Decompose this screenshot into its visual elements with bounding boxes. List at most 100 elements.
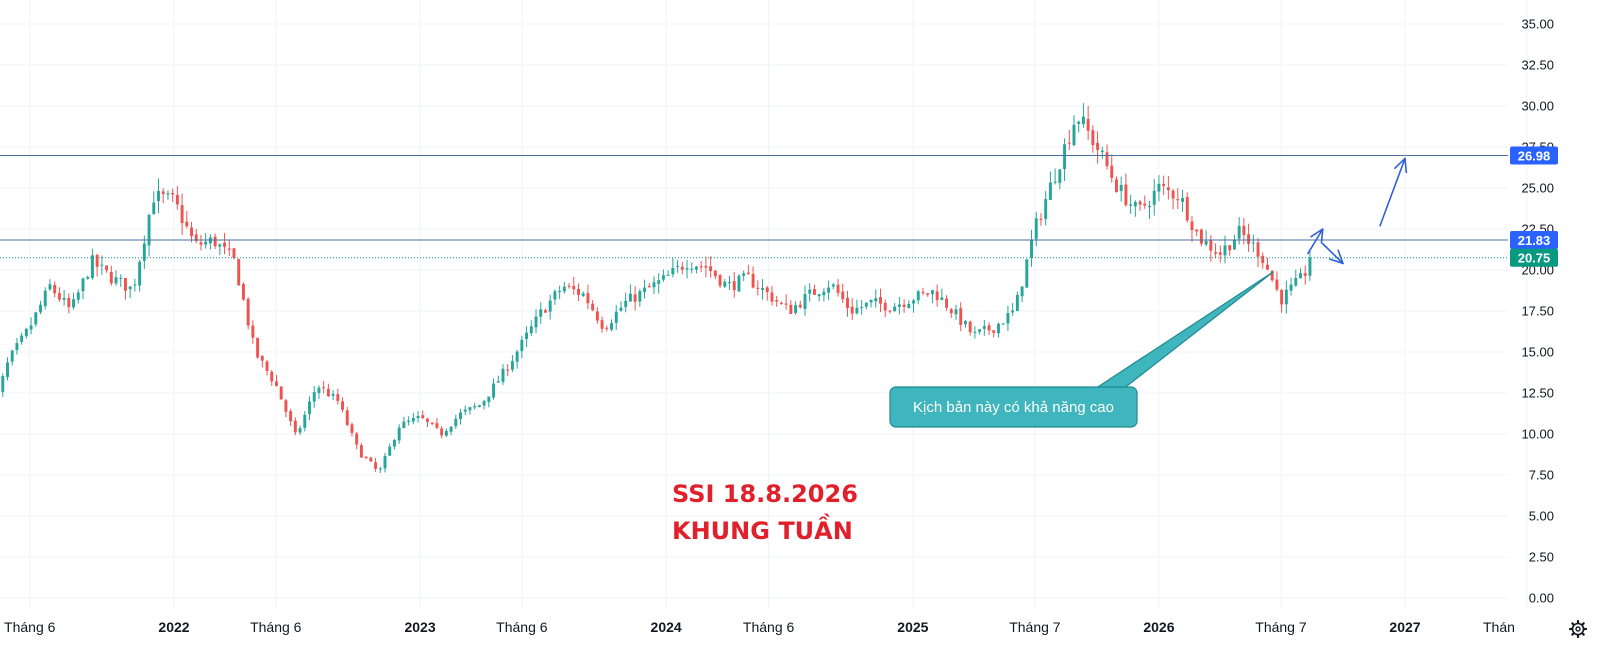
- candle-body: [534, 316, 538, 328]
- y-tick-label: 25.00: [1521, 181, 1554, 196]
- title-line-1: SSI 18.8.2026: [672, 480, 858, 508]
- candle-body: [817, 294, 821, 297]
- y-tick-label: 2.50: [1529, 550, 1554, 565]
- candle-body: [293, 420, 297, 433]
- candle-body: [1162, 183, 1166, 186]
- candle-body: [1266, 264, 1269, 270]
- candle-body: [171, 193, 175, 195]
- candle-body: [350, 424, 354, 433]
- candle-body: [690, 268, 694, 270]
- candle-body: [699, 266, 703, 268]
- candle-body: [81, 278, 85, 292]
- candle-body: [67, 297, 71, 307]
- x-tick-label: Tháng 7: [1255, 619, 1307, 635]
- chart-title: SSI 18.8.2026 KHUNG TUẦN: [672, 480, 858, 545]
- candle-body: [864, 302, 868, 307]
- candle-body: [477, 405, 481, 407]
- candle-body: [430, 422, 434, 424]
- candle-body: [1280, 289, 1284, 305]
- candle-body: [426, 418, 429, 422]
- candle-body: [114, 277, 118, 284]
- candle-body: [1214, 252, 1218, 254]
- candle-body: [751, 273, 755, 288]
- candle-body: [109, 271, 113, 284]
- x-tick-label: Tháng 6: [4, 619, 56, 635]
- candle-body: [421, 415, 425, 419]
- time-axis[interactable]: Tháng 6 2022 Tháng 6 2023 Tháng 6 2024 Tháng 6…: [4, 619, 1515, 635]
- candle-body: [157, 191, 160, 202]
- candle-body: [308, 401, 311, 414]
- candle-body: [997, 323, 1000, 334]
- candle-body: [1110, 165, 1114, 178]
- candle-body: [1138, 201, 1142, 205]
- candle-body: [1044, 199, 1048, 219]
- candle-body: [119, 277, 123, 279]
- y-tick-label: 17.50: [1521, 304, 1554, 319]
- candle-body: [973, 331, 977, 333]
- candle-body: [506, 369, 510, 371]
- candle-body: [652, 282, 656, 288]
- candle-body: [539, 309, 543, 317]
- candle-body: [1218, 252, 1222, 255]
- settings-icon[interactable]: [1568, 619, 1588, 639]
- candle-body: [142, 243, 146, 261]
- price-axis[interactable]: 35.0032.5030.0027.5025.0022.5020.0017.50…: [1521, 17, 1554, 606]
- candle-body: [1166, 187, 1170, 191]
- candle-body: [289, 411, 293, 422]
- candle-body: [204, 241, 208, 245]
- arrow-shaft: [1379, 157, 1406, 227]
- candle-body: [388, 446, 392, 456]
- candle-body: [449, 426, 453, 432]
- candle-body: [190, 227, 193, 237]
- candle-body: [383, 455, 387, 469]
- candle-body: [72, 299, 76, 308]
- candle-body: [945, 298, 949, 308]
- candle-body: [133, 284, 137, 286]
- candle-body: [666, 274, 670, 276]
- candle-body: [912, 300, 916, 304]
- candle-body: [322, 387, 326, 389]
- candle-body: [907, 304, 911, 309]
- candle-body: [543, 310, 547, 313]
- level-lines: [0, 155, 1508, 259]
- candle-body: [610, 323, 613, 330]
- candle-body: [20, 335, 24, 342]
- candle-body: [218, 244, 222, 247]
- candle-body: [614, 311, 618, 323]
- candle-body: [775, 300, 779, 302]
- candle-body: [605, 327, 609, 329]
- candle-body: [704, 265, 708, 268]
- candle-body: [435, 423, 439, 428]
- candle-body: [374, 462, 378, 469]
- candle-body: [982, 326, 986, 329]
- candle-body: [1124, 184, 1128, 206]
- candle-body: [246, 299, 250, 326]
- candle-body: [1223, 245, 1227, 256]
- candle-body: [166, 193, 170, 195]
- candle-body: [364, 456, 368, 458]
- candle-body: [492, 383, 496, 398]
- candle-body: [279, 386, 283, 400]
- candle-body: [175, 195, 179, 205]
- candle-body: [978, 329, 982, 332]
- x-tick-label: 2025: [897, 619, 928, 635]
- candle-body: [510, 361, 514, 370]
- candle-body: [128, 286, 132, 290]
- candle-body: [553, 291, 557, 300]
- candle-body: [407, 420, 411, 422]
- candle-body: [987, 325, 991, 331]
- candle-body: [1204, 240, 1208, 245]
- candle-body: [232, 248, 236, 258]
- candle-body: [713, 270, 717, 277]
- candle-body: [1020, 286, 1024, 297]
- candle-body: [1308, 257, 1312, 276]
- candle-body: [95, 255, 99, 267]
- candle-body: [850, 306, 854, 314]
- candle-body: [76, 292, 80, 300]
- candle-body: [921, 291, 925, 293]
- y-tick-label: 12.50: [1521, 386, 1554, 401]
- candle-body: [992, 330, 996, 333]
- candle-body: [902, 304, 906, 307]
